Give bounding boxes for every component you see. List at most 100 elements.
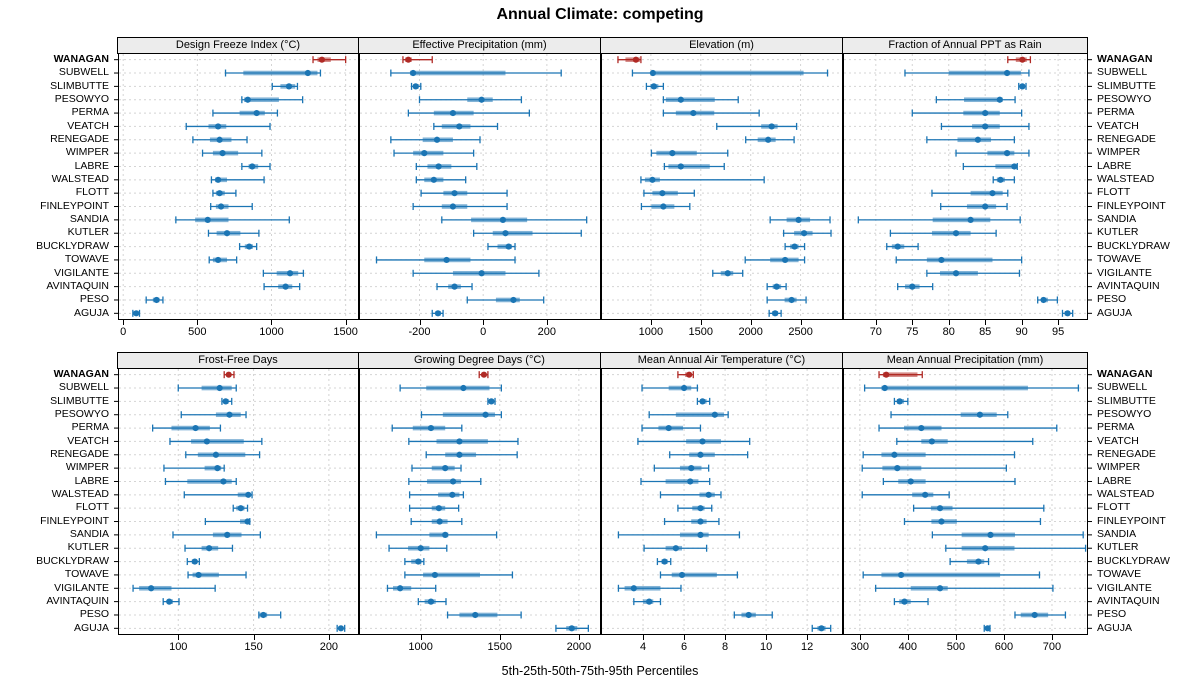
axis-tick <box>483 320 485 325</box>
station-label: FINLEYPOINT <box>1097 514 1166 527</box>
axis-tick-label: 90 <box>1015 326 1028 338</box>
station-label: WANAGAN <box>53 368 109 380</box>
axis-tick-label: 2000 <box>738 326 763 338</box>
axis-tick-label: 200 <box>537 326 557 338</box>
axis-tick-label: 75 <box>906 326 919 338</box>
station-label: SUBWELL <box>58 66 109 79</box>
station-label: SANDIA <box>69 528 109 541</box>
axis-tick <box>1058 320 1060 325</box>
panel-x-axis: 70 75 80 85 90 95 <box>843 320 1088 344</box>
axis-tick <box>912 320 914 325</box>
station-label: FLOTT <box>75 501 109 514</box>
station-label: PESOWYO <box>54 93 109 106</box>
station-label: VEATCH <box>1097 119 1139 132</box>
station-label: WALSTEAD <box>51 173 109 186</box>
panel-x-axis: -200 0 200 <box>359 320 601 344</box>
axis-tick-label: 70 <box>869 326 882 338</box>
station-label: PESO <box>1097 293 1127 306</box>
station-labels-left: WANAGAN SUBWELL SLIMBUTTE PESOWYO PERMA VEATC… <box>2 53 114 320</box>
axis-tick-label: 80 <box>942 326 955 338</box>
axis-tick <box>419 320 421 325</box>
station-label: WIMPER <box>1097 461 1141 474</box>
panel-plot <box>601 368 843 635</box>
station-label: PERMA <box>1097 421 1135 434</box>
axis-tick <box>859 635 861 640</box>
station-label: SANDIA <box>1097 213 1137 226</box>
axis-tick <box>807 635 809 640</box>
station-label: WIMPER <box>65 146 109 159</box>
panel-x-axis: 1000 1500 2000 <box>359 635 601 659</box>
station-label: SUBWELL <box>1097 381 1148 394</box>
axis-tick-label: 500 <box>946 641 966 653</box>
axis-tick <box>766 635 768 640</box>
panel-strip: Frost-Free Days <box>117 352 359 369</box>
axis-tick-label: 1000 <box>259 326 284 338</box>
panel-plot <box>118 53 359 320</box>
axis-tick <box>1021 320 1023 325</box>
station-label: PESO <box>79 293 109 306</box>
panel-x-axis: 300 400 500 600 700 <box>843 635 1088 659</box>
station-label: BUCKLYDRAW <box>36 554 109 567</box>
station-label: VIGILANTE <box>1097 581 1152 594</box>
station-label: VEATCH <box>1097 434 1139 447</box>
panel-plot <box>359 53 601 320</box>
station-label: BUCKLYDRAW <box>36 239 109 252</box>
station-label: AGUJA <box>73 306 109 319</box>
axis-tick <box>499 635 501 640</box>
station-label: VEATCH <box>67 119 109 132</box>
station-label: KUTLER <box>67 226 109 239</box>
station-label: KUTLER <box>1097 226 1139 239</box>
axis-tick-label: -200 <box>408 326 431 338</box>
station-label: TOWAVE <box>1097 253 1142 266</box>
station-label: PERMA <box>71 106 109 119</box>
axis-tick <box>750 320 752 325</box>
station-label: RENEGADE <box>1097 448 1156 461</box>
station-label: PESOWYO <box>1097 408 1152 421</box>
axis-tick <box>684 635 686 640</box>
axis-tick <box>328 635 330 640</box>
axis-tick <box>700 320 702 325</box>
station-label: VIGILANTE <box>54 581 109 594</box>
station-label: AVINTAQUIN <box>46 594 109 607</box>
axis-tick-label: 400 <box>898 641 918 653</box>
axis-tick <box>546 320 548 325</box>
station-axis-ticks <box>114 59 118 314</box>
station-label: BUCKLYDRAW <box>1097 554 1170 567</box>
percentiles-caption: 5th-25th-50th-75th-95th Percentiles <box>501 664 699 678</box>
station-label: SLIMBUTTE <box>1097 394 1156 407</box>
panel-strip: Effective Precipitation (mm) <box>358 37 601 54</box>
station-label: FINLEYPOINT <box>40 514 109 527</box>
station-label: AVINTAQUIN <box>1097 279 1160 292</box>
axis-tick-label: 85 <box>979 326 992 338</box>
station-label: KUTLER <box>1097 541 1139 554</box>
axis-tick-label: 100 <box>169 641 188 653</box>
axis-tick <box>875 320 877 325</box>
axis-tick <box>985 320 987 325</box>
axis-tick-label: 0 <box>120 326 127 338</box>
station-label: WALSTEAD <box>1097 173 1155 186</box>
station-axis-ticks <box>1088 374 1092 629</box>
axis-tick-label: 1500 <box>487 641 513 653</box>
station-label: FLOTT <box>1097 186 1131 199</box>
axis-tick-label: 300 <box>850 641 869 653</box>
panel-x-axis: 4 6 8 10 12 <box>601 635 843 659</box>
station-labels-left: WANAGAN SUBWELL SLIMBUTTE PESOWYO PERMA VEATC… <box>2 368 114 635</box>
station-label: LABRE <box>1097 474 1132 487</box>
axis-tick-label: 4 <box>639 641 647 653</box>
station-label: SLIMBUTTE <box>50 79 109 92</box>
axis-tick <box>1051 635 1053 640</box>
station-label: LABRE <box>74 159 109 172</box>
axis-tick-label: 150 <box>244 641 263 653</box>
station-label: RENEGADE <box>1097 133 1156 146</box>
station-label: WANAGAN <box>1097 368 1153 380</box>
station-axis-ticks <box>1088 59 1092 314</box>
station-label: FINLEYPOINT <box>1097 199 1166 212</box>
axis-tick-label: 10 <box>759 641 773 653</box>
panel-plot <box>843 53 1088 320</box>
panel-strip: Fraction of Annual PPT as Rain <box>842 37 1088 54</box>
axis-tick-label: 12 <box>800 641 814 653</box>
station-label: LABRE <box>74 474 109 487</box>
station-label: TOWAVE <box>1097 568 1142 581</box>
station-label: PESOWYO <box>1097 93 1152 106</box>
station-label: WANAGAN <box>1097 53 1153 65</box>
